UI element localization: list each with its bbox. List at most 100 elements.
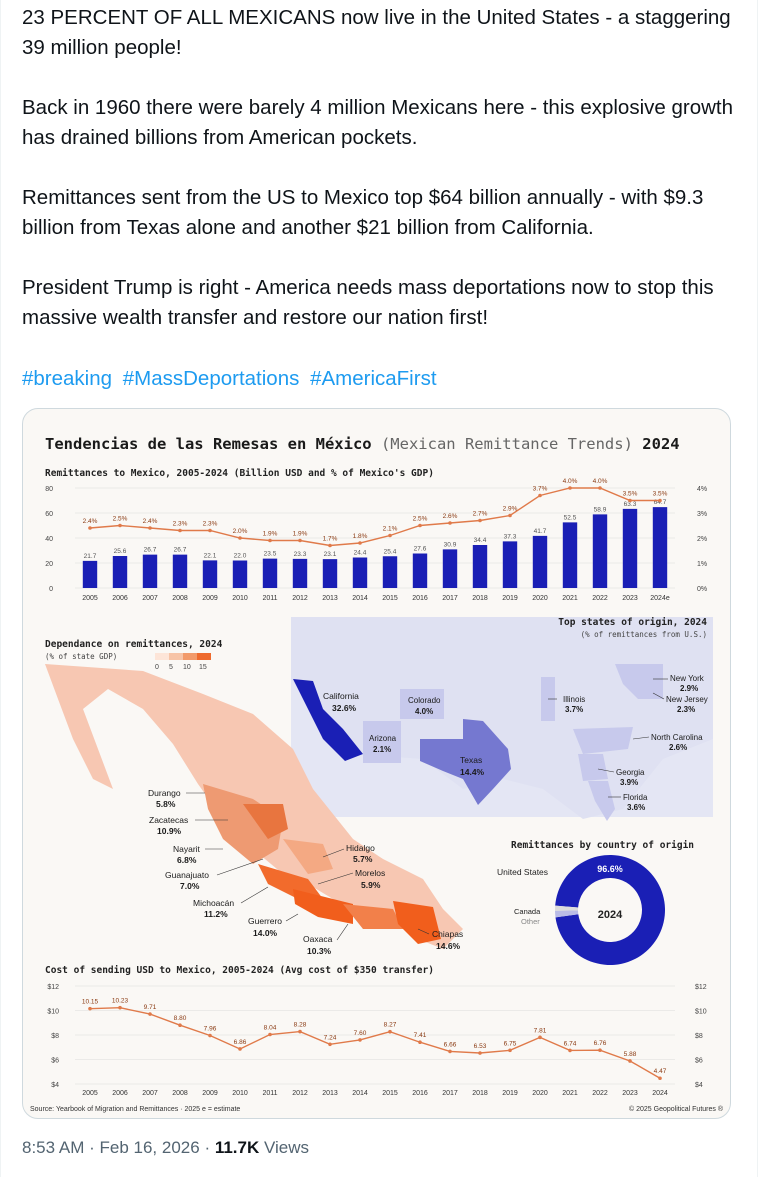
gdp-share-label: 3.5% [623, 491, 638, 498]
value-guanajuato: 7.0% [180, 881, 200, 891]
cost-point [328, 1042, 332, 1047]
cost-chart-grid [75, 985, 675, 1085]
cost-point [268, 1032, 272, 1037]
bar-value-label: 25.6 [114, 548, 127, 555]
oaxaca-shape [343, 904, 403, 929]
meta-separator: · [204, 1138, 215, 1157]
bar-chart-bars [82, 507, 668, 588]
remittance-bar [532, 535, 548, 588]
label-new-jersey: New Jersey [666, 695, 708, 704]
value-arizona: 2.1% [373, 745, 391, 754]
bar-x-tick: 2008 [172, 595, 188, 602]
cost-value-label: 6.75 [504, 1040, 517, 1047]
cost-value-label: 9.71 [144, 1004, 157, 1011]
cost-x-tick: 2015 [382, 1090, 398, 1097]
infographic-source: Source: Yearbook of Migration and Remitt… [30, 1106, 240, 1113]
bar-x-tick: 2015 [382, 595, 398, 602]
gdp-share-label: 2.0% [233, 528, 248, 535]
cost-value-label: 10.15 [82, 999, 99, 1006]
scale-swatch-0 [155, 653, 169, 660]
remittance-bar [172, 554, 188, 588]
leader-georgia [597, 768, 615, 773]
leader-hidalgo [322, 848, 345, 858]
value-new-york: 2.9% [680, 684, 698, 693]
cost-value-label: 10.23 [112, 998, 129, 1005]
label-north-carolina: North Carolina [651, 733, 703, 742]
cost-value-label: 8.28 [294, 1022, 307, 1029]
remittance-bar [232, 560, 248, 588]
cost-value-label: 7.24 [324, 1034, 337, 1041]
tweet-time[interactable]: 8:53 AM [22, 1138, 85, 1157]
bar-x-tick: 2011 [262, 595, 277, 602]
cost-x-tick: 2017 [442, 1090, 458, 1097]
chiapas-shape [393, 901, 441, 944]
cost-point [358, 1038, 362, 1042]
michoacan-shape [258, 864, 323, 899]
cost-point [388, 1029, 392, 1034]
hashtag-mass-deportations[interactable]: #MassDeportations [122, 367, 300, 390]
bar-y2-tick: 3% [697, 511, 707, 518]
cost-point [298, 1029, 302, 1034]
gdp-share-label: 1.8% [353, 533, 368, 540]
texas-shape [420, 719, 511, 805]
tweet-media-image[interactable]: Tendencias de las Remesas en México (Mex… [22, 408, 731, 1119]
label-florida: Florida [623, 793, 648, 802]
scale-label-0: 0 [155, 664, 159, 671]
bar-x-tick: 2016 [412, 595, 428, 602]
bar-chart-title: Remittances to Mexico, 2005-2024 (Billio… [45, 468, 434, 479]
bar-x-tick: 2021 [562, 595, 578, 602]
cost-y-tick: $4 [51, 1082, 59, 1089]
gdp-share-label: 1.9% [293, 531, 308, 538]
bar-value-label: 52.5 [564, 514, 577, 521]
bar-y-tick: 60 [45, 511, 53, 518]
remittance-bar [322, 559, 338, 588]
cost-y-tick: $10 [47, 1009, 59, 1016]
scale-label-3: 15 [199, 664, 207, 671]
gdp-share-label: 2.4% [83, 518, 98, 525]
cost-line [88, 1005, 662, 1081]
cost-polyline [89, 1006, 661, 1079]
cost-y-tick: $12 [47, 984, 59, 991]
tweet-date[interactable]: Feb 16, 2026 [99, 1138, 200, 1157]
us-map-outline [291, 617, 713, 819]
tweet-paragraph-4: President Trump is right - America needs… [22, 276, 714, 329]
bar-value-label: 26.7 [174, 547, 187, 554]
cost-x-tick: 2020 [532, 1090, 548, 1097]
bar-x-tick: 2017 [442, 595, 458, 602]
gdp-share-point [448, 521, 452, 525]
guerrero-shape [293, 889, 353, 924]
hashtag-america-first[interactable]: #AmericaFirst [310, 367, 437, 390]
cost-value-label: 6.74 [564, 1040, 577, 1047]
bar-value-label: 37.3 [504, 533, 517, 540]
bar-y-tick: 40 [45, 536, 53, 543]
florida-shape [588, 781, 615, 821]
map-subtitle: (% of state GDP) [45, 652, 117, 661]
leader-guanajuato [216, 858, 264, 876]
label-chiapas: Chiapas [432, 929, 463, 939]
cost-point [508, 1048, 512, 1053]
zacatecas-region [203, 784, 283, 864]
hashtag-breaking[interactable]: #breaking [22, 367, 113, 390]
cost-chart-value-labels: 10.15 10.23 9.71 8.80 7.96 6.86 8.04 8.28 7.24 7.… [82, 998, 667, 1076]
donut-slice-other [555, 905, 579, 911]
cost-x-tick: 2010 [232, 1090, 248, 1097]
cost-point [208, 1033, 212, 1038]
cost-x-tick: 2012 [292, 1090, 308, 1097]
infographic-title: Tendencias de las Remesas en México (Mex… [45, 435, 680, 453]
cost-y-tick: $6 [51, 1058, 59, 1065]
cost-y2-tick: $12 [695, 984, 707, 991]
cost-x-tick: 2021 [562, 1090, 578, 1097]
cost-value-label: 8.04 [264, 1025, 277, 1032]
gdp-share-point [628, 498, 632, 503]
bar-value-label: 58.9 [594, 506, 607, 513]
cost-value-label: 5.88 [624, 1051, 637, 1058]
value-nayarit: 6.8% [177, 855, 197, 865]
label-colorado: Colorado [408, 696, 441, 705]
bar-value-label: 23.3 [294, 551, 307, 558]
remittance-bar [142, 554, 158, 588]
cost-value-label: 8.27 [384, 1022, 397, 1029]
scale-swatch-3 [197, 653, 211, 660]
bar-y2-tick: 0% [697, 586, 707, 593]
label-georgia: Georgia [616, 768, 645, 777]
cost-point [448, 1049, 452, 1054]
